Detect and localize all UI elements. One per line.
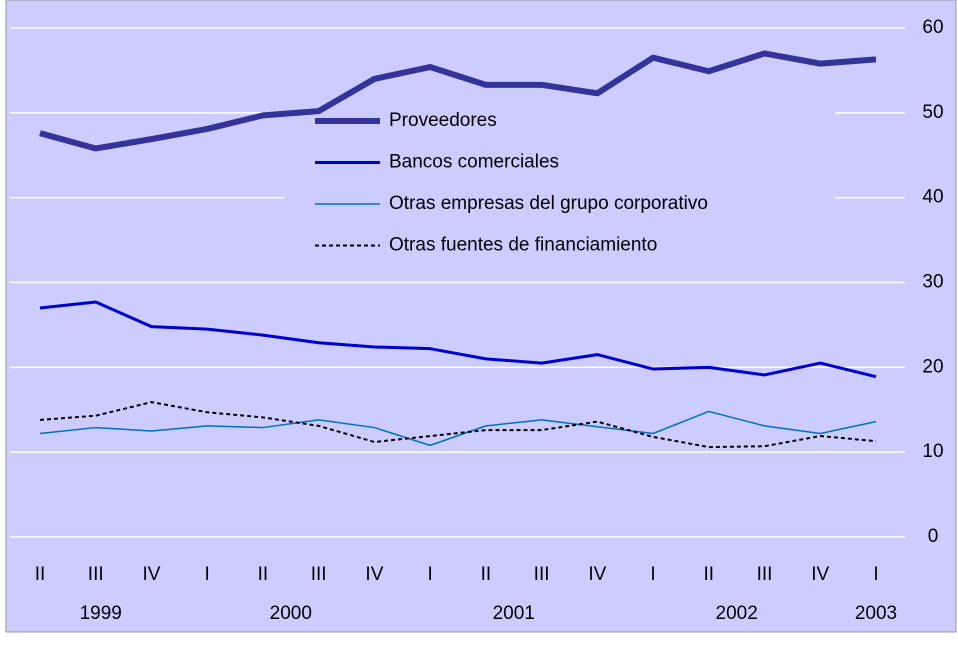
x-tick-label: IV [811, 564, 829, 585]
x-tick-label: IV [588, 564, 606, 585]
line-series [39, 410, 877, 447]
x-tick-label: IV [142, 564, 160, 585]
x-tick-label: IV [365, 564, 383, 585]
y-tick-label: 30 [922, 272, 943, 293]
legend-label: Bancos comerciales [389, 152, 559, 173]
y-tick-label: 10 [922, 441, 943, 462]
legend-label: Otras fuentes de financiamiento [389, 235, 657, 256]
x-tick-label: II [704, 564, 715, 585]
x-tick-label: II [35, 564, 46, 585]
x-tick-label: III [88, 564, 104, 585]
year-label: 1999 [80, 603, 122, 624]
y-tick-label: 40 [922, 187, 943, 208]
line-series [39, 50, 877, 152]
x-tick-label: II [258, 564, 269, 585]
legend-box [285, 108, 835, 273]
line-series [39, 300, 877, 379]
x-tick-label: I [873, 564, 878, 585]
plot-background [5, 0, 957, 633]
legend-label: Otras empresas del grupo corporativo [389, 193, 708, 214]
year-label: 2001 [493, 603, 535, 624]
year-label: 2002 [716, 603, 758, 624]
x-tick-label: III [534, 564, 550, 585]
line-series [39, 401, 877, 449]
y-tick-label: 0 [928, 526, 939, 547]
x-tick-label: I [650, 564, 655, 585]
year-label: 2003 [855, 603, 897, 624]
y-tick-label: 60 [922, 17, 943, 38]
y-tick-label: 50 [922, 102, 943, 123]
x-tick-label: I [205, 564, 210, 585]
x-tick-label: I [427, 564, 432, 585]
x-tick-label: II [481, 564, 492, 585]
x-tick-label: III [757, 564, 773, 585]
x-tick-label: III [311, 564, 327, 585]
legend-label: Proveedores [389, 110, 497, 131]
year-label: 2000 [270, 603, 312, 624]
y-tick-label: 20 [922, 356, 943, 377]
